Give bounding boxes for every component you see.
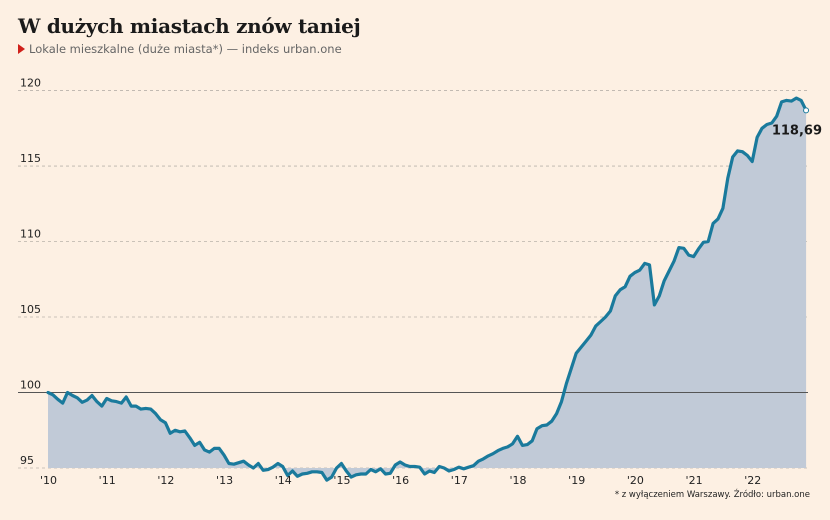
x-tick-label: '19 [568, 474, 585, 487]
x-tick-label: '12 [157, 474, 174, 487]
x-tick-label: '11 [99, 474, 116, 487]
subtitle-text: Lokale mieszkalne (duże miasta*) — indek… [29, 42, 342, 56]
source-footnote: * z wyłączeniem Warszawy. Źródło: urban.… [614, 490, 810, 500]
red-triangle-marker-icon [18, 44, 25, 54]
y-tick-label: 120 [20, 77, 41, 90]
x-tick-label: '14 [275, 474, 292, 487]
x-tick-label: '16 [392, 474, 409, 487]
x-tick-label: '20 [627, 474, 644, 487]
x-axis-ticks: '10 '11 '12 '13 '14 '15 '16 '17 '18 '19 '20 '21 '22 [40, 474, 761, 487]
end-point-marker [803, 107, 810, 114]
x-tick-label: '13 [216, 474, 233, 487]
x-tick-label: '10 [40, 474, 57, 487]
x-tick-label: '22 [744, 474, 761, 487]
y-tick-label: 105 [20, 303, 41, 316]
chart-subtitle: Lokale mieszkalne (duże miasta*) — indek… [18, 42, 342, 56]
x-tick-label: '21 [686, 474, 703, 487]
x-tick-label: '18 [509, 474, 526, 487]
y-axis-ticks: 95 100 105 110 115 120 [20, 77, 41, 467]
x-tick-label: '17 [451, 474, 468, 487]
y-tick-label: 110 [20, 228, 41, 241]
chart-title: W dużych miastach znów taniej [18, 14, 361, 38]
y-tick-label: 100 [20, 379, 41, 392]
series-line [46, 96, 808, 482]
end-value-label: 118,69 [772, 123, 822, 138]
y-tick-label: 115 [20, 152, 41, 165]
x-tick-label: '15 [333, 474, 350, 487]
y-tick-label: 95 [20, 454, 34, 467]
series-area [48, 98, 807, 481]
